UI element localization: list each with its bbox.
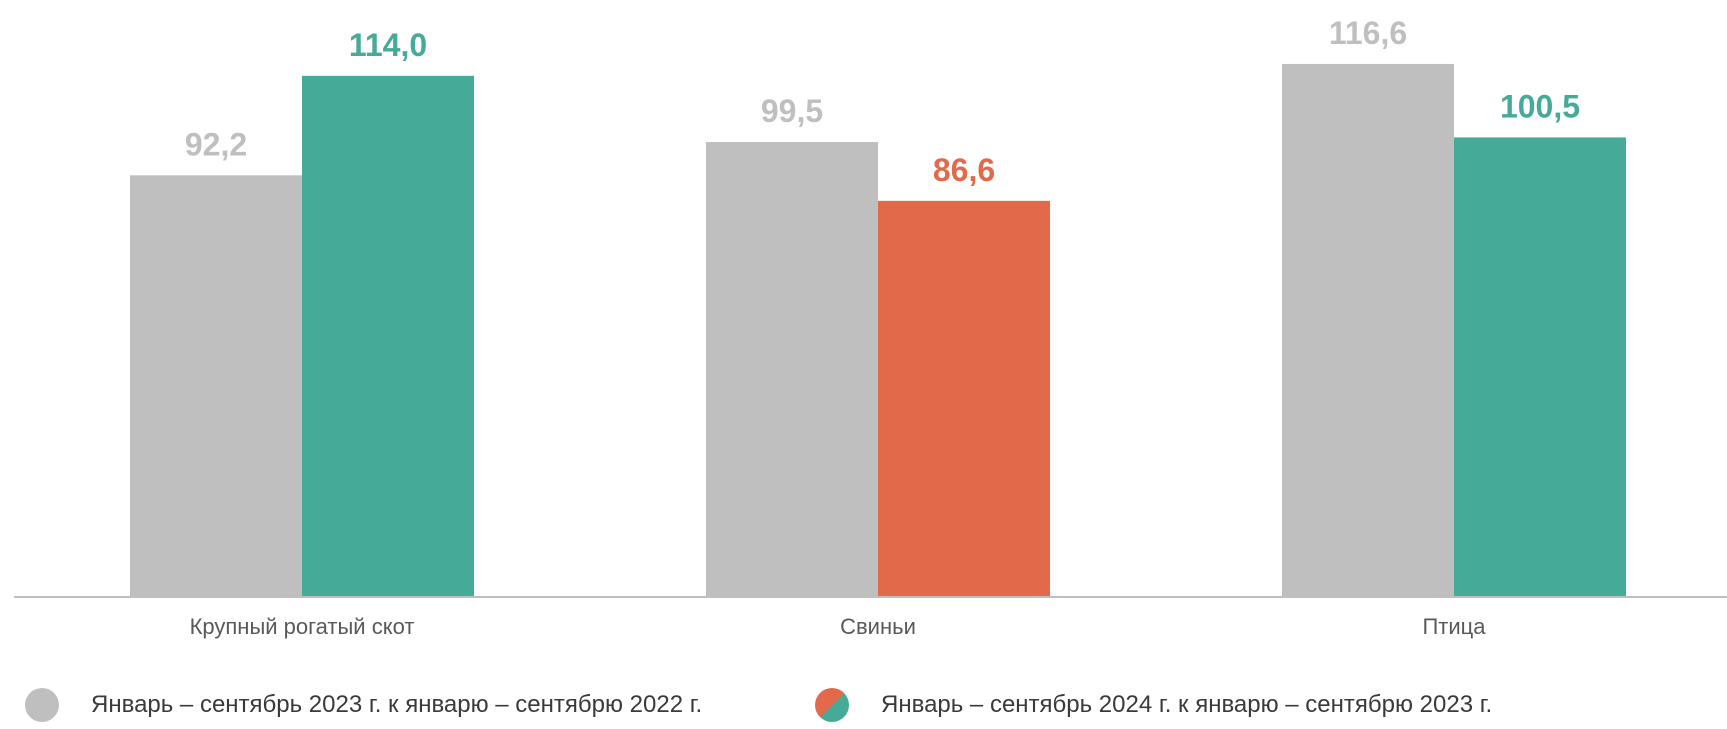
- data-label: 92,2: [185, 126, 247, 162]
- bar-current: [878, 200, 1050, 597]
- data-label: 100,5: [1500, 88, 1580, 124]
- bar-chart: 92,2 114,0 Крупный рогатый скот 99,5 86,6 Сви…: [14, 15, 1727, 639]
- legend-label: Январь – сентябрь 2024 г. к январю – сен…: [881, 691, 1493, 718]
- bar-current: [302, 75, 474, 597]
- data-label: 116,6: [1329, 15, 1407, 51]
- legend-item-2023: Январь – сентябрь 2023 г. к январю – сен…: [25, 688, 702, 722]
- bar-previous: [130, 175, 302, 597]
- legend: Январь – сентябрь 2023 г. к январю – сен…: [0, 688, 1727, 729]
- bar-current: [1454, 137, 1626, 596]
- legend-label: Январь – сентябрь 2023 г. к январю – сен…: [91, 691, 703, 718]
- bar-previous: [1282, 63, 1454, 596]
- data-label: 99,5: [761, 93, 823, 129]
- data-label: 86,6: [933, 152, 995, 188]
- category-label: Птица: [1422, 614, 1486, 639]
- bar-previous: [706, 141, 878, 596]
- orange-teal-split-circle-icon: [815, 688, 849, 722]
- gray-circle-icon: [25, 688, 59, 722]
- category-label: Крупный рогатый скот: [190, 614, 415, 639]
- legend-item-2024: Январь – сентябрь 2024 г. к январю – сен…: [815, 688, 1492, 722]
- category-label: Свиньи: [840, 614, 916, 639]
- data-label: 114,0: [349, 27, 427, 63]
